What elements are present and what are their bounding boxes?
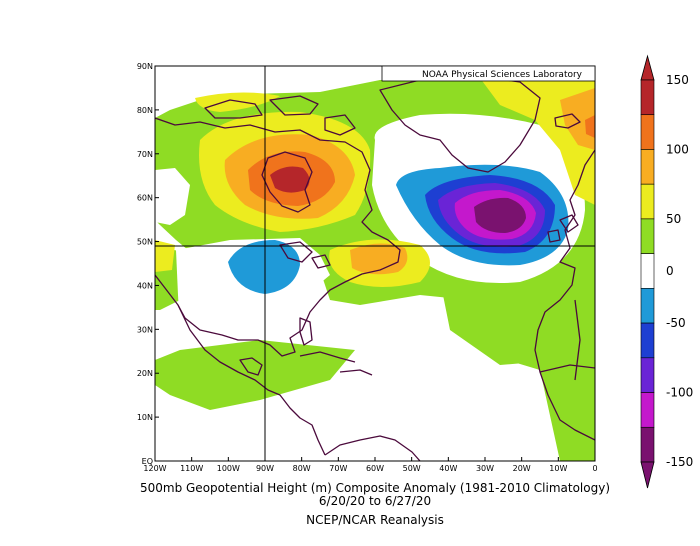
colorbar-bin — [640, 392, 655, 428]
anomaly-map — [155, 66, 595, 461]
colorbar-label: 100 — [666, 142, 689, 156]
lon-tick-label: 50W — [403, 464, 421, 473]
lon-tick-label: 40W — [439, 464, 457, 473]
colorbar-label: 0 — [666, 264, 674, 278]
lon-tick-label: 90W — [256, 464, 274, 473]
lon-tick-label: 10W — [549, 464, 567, 473]
lon-tick-label: 60W — [366, 464, 384, 473]
lat-tick-label: 90N — [137, 62, 153, 71]
anomaly-band-negative-125 — [474, 197, 526, 233]
colorbar-labels: 150 100 50 0 -50 -100 -150 — [666, 73, 693, 469]
lon-tick-label: 70W — [329, 464, 347, 473]
lat-tick-label: 10N — [137, 413, 153, 422]
lon-tick-label: 100W — [217, 464, 240, 473]
colorbar-bin — [640, 253, 655, 289]
colorbar-bin — [640, 322, 655, 359]
longitude-ticks: 120W 110W 100W 90W 80W 70W 60W 50W 40W 30W 20W 10W 0 — [143, 457, 598, 473]
colorbar-label: -150 — [666, 455, 693, 469]
lon-tick-label: 80W — [293, 464, 311, 473]
colorbar-label: -100 — [666, 386, 693, 400]
colorbar-top-arrow — [640, 54, 655, 81]
colorbar-bin — [640, 426, 655, 463]
colorbar-label: 50 — [666, 212, 681, 226]
colorbar-bin — [640, 357, 655, 393]
caption-dates: 6/20/20 to 6/27/20 — [319, 494, 431, 508]
lat-tick-label: 60N — [137, 194, 153, 203]
coastlines — [155, 74, 595, 461]
crosshair — [155, 66, 595, 461]
colorbar-label: -50 — [666, 316, 686, 330]
lon-tick-label: 30W — [476, 464, 494, 473]
lon-tick-label: 120W — [143, 464, 166, 473]
colorbar-bin — [640, 218, 655, 254]
lat-tick-label: 20N — [137, 369, 153, 378]
caption-source: NCEP/NCAR Reanalysis — [306, 513, 444, 527]
colorbar-bin — [640, 183, 655, 220]
colorbar-bin — [640, 114, 655, 150]
colorbar-bin — [640, 149, 655, 185]
lon-tick-label: 110W — [180, 464, 203, 473]
credit-box: NOAA Physical Sciences Laboratory — [381, 65, 596, 82]
lat-tick-label: 80N — [137, 106, 153, 115]
lat-tick-label: 70N — [137, 150, 153, 159]
lat-tick-label: 40N — [137, 281, 153, 290]
anomaly-band-positive-125 — [270, 166, 310, 193]
colorbar — [640, 54, 655, 489]
caption-title: 500mb Geopotential Height (m) Composite … — [140, 481, 610, 495]
colorbar-bottom-arrow — [640, 461, 655, 489]
lon-tick-label: 20W — [513, 464, 531, 473]
colorbar-bin — [640, 79, 655, 116]
credit-text: NOAA Physical Sciences Laboratory — [422, 70, 583, 80]
lat-tick-label: EQ — [142, 457, 153, 466]
lat-tick-label: 30N — [137, 325, 153, 334]
colorbar-bin — [640, 288, 655, 324]
colorbar-label: 150 — [666, 73, 689, 87]
lat-tick-label: 50N — [137, 238, 153, 247]
latitude-ticks: EQ 10N 20N 30N 40N 50N 60N 70N 80N 90N — [137, 62, 159, 466]
lon-tick-label: 0 — [592, 464, 597, 473]
